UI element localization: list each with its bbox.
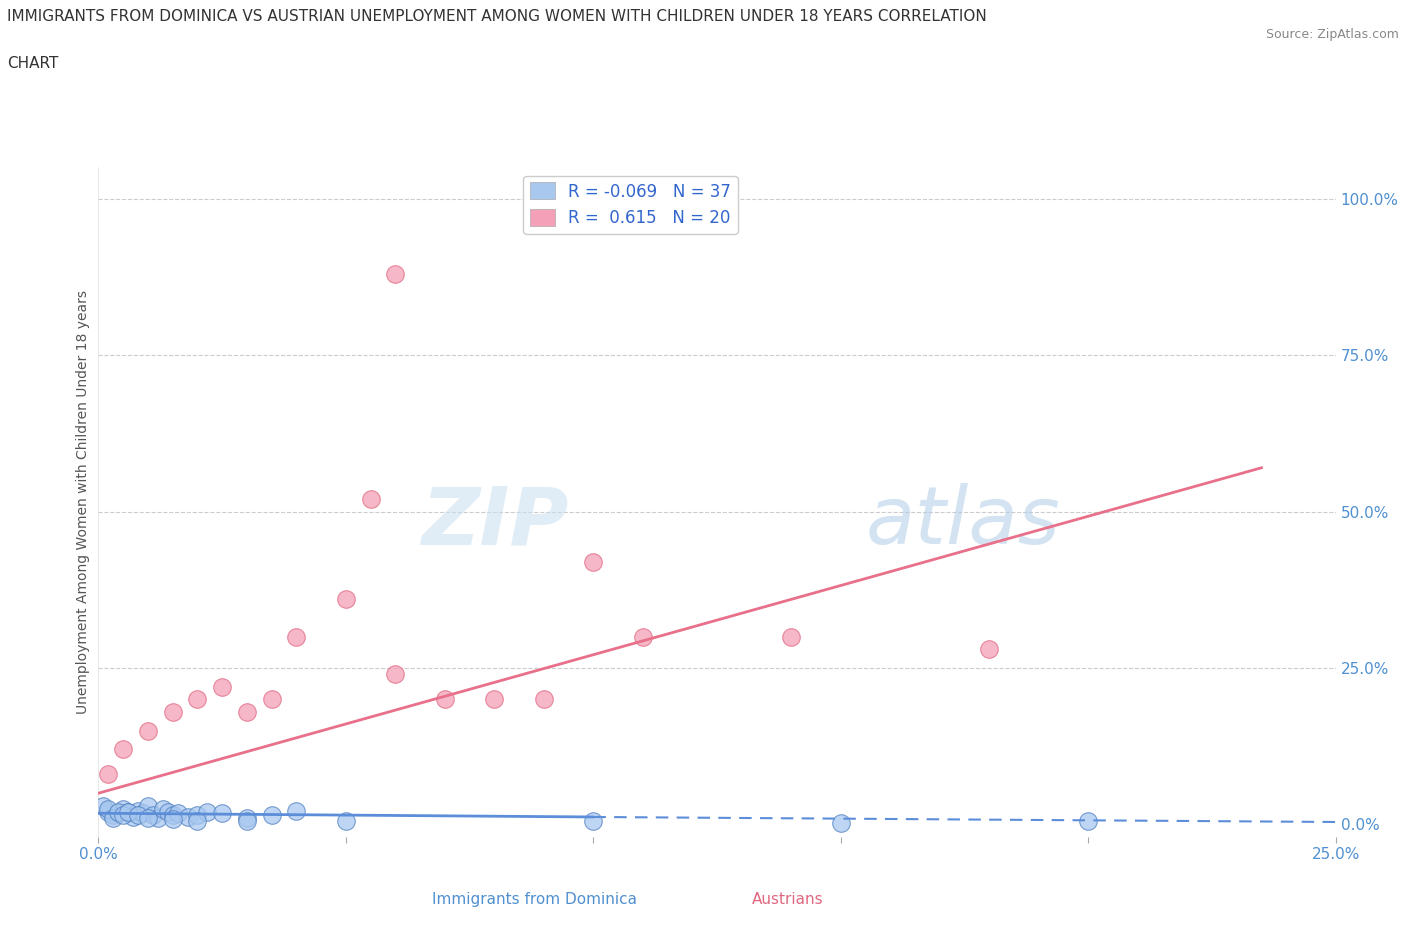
Legend: R = -0.069   N = 37, R =  0.615   N = 20: R = -0.069 N = 37, R = 0.615 N = 20 [523,176,738,233]
Point [582,554,605,569]
Point [97,804,120,819]
Point [360,492,382,507]
Point [236,811,259,826]
Point [132,805,155,820]
Point [112,742,135,757]
Point [830,816,852,830]
Point [127,804,149,818]
Point [780,630,803,644]
Point [186,692,208,707]
Point [122,809,145,824]
Point [260,807,283,822]
Point [97,767,120,782]
Point [236,704,259,719]
Point [117,804,139,819]
Point [285,804,308,818]
Point [107,804,129,819]
Point [117,804,139,819]
Point [156,804,179,819]
Point [107,805,129,820]
Point [211,805,233,820]
Text: IMMIGRANTS FROM DOMINICA VS AUSTRIAN UNEMPLOYMENT AMONG WOMEN WITH CHILDREN UNDE: IMMIGRANTS FROM DOMINICA VS AUSTRIAN UNE… [7,9,987,24]
Point [112,807,135,822]
Point [103,807,125,822]
Text: ZIP: ZIP [422,484,568,562]
Point [136,724,159,738]
Point [335,814,357,829]
Point [162,704,184,719]
Point [384,667,406,682]
Point [136,798,159,813]
Text: Source: ZipAtlas.com: Source: ZipAtlas.com [1265,28,1399,41]
Point [97,802,120,817]
Point [93,798,115,813]
Point [285,630,308,644]
Point [127,807,149,822]
Point [433,692,456,707]
Point [979,642,1001,657]
Point [236,814,259,829]
Point [195,804,218,819]
Point [162,807,184,822]
Y-axis label: Unemployment Among Women with Children Under 18 years: Unemployment Among Women with Children U… [76,290,90,714]
Point [152,802,174,817]
Text: atlas: atlas [866,484,1060,562]
Point [103,811,125,826]
Point [1077,814,1099,829]
Point [484,692,506,707]
Point [631,630,654,644]
Point [384,266,406,281]
Point [136,811,159,826]
Point [582,814,605,829]
Point [112,802,135,817]
Point [166,805,188,820]
Text: CHART: CHART [7,56,59,71]
Point [186,807,208,822]
Point [260,692,283,707]
Text: Immigrants from Dominica: Immigrants from Dominica [432,892,637,907]
Point [211,680,233,695]
Point [186,814,208,829]
Text: Austrians: Austrians [752,892,823,907]
Point [162,812,184,827]
Point [146,811,169,826]
Point [176,809,198,824]
Point [533,692,555,707]
Point [335,591,357,606]
Point [142,807,165,822]
